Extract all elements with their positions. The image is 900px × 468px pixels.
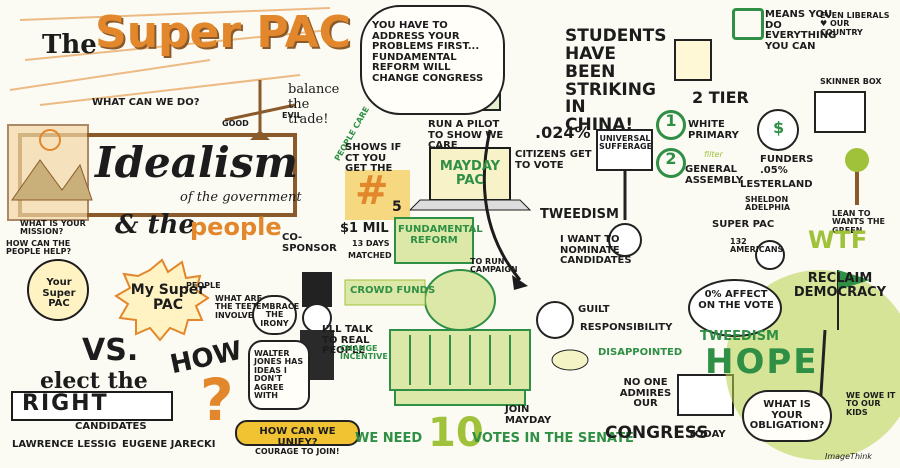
super-pac-label: Super PAC	[712, 219, 775, 230]
zero-percent-affect: 0% affect on the vote	[698, 289, 774, 311]
crowd-funds: Crowd Funds	[350, 285, 436, 296]
guilt-label: Guilt	[578, 304, 610, 315]
co-sponsor: Co-Sponsor	[282, 232, 337, 254]
right-banner: Right	[22, 391, 109, 416]
students-striking: Students have been striking in China!	[565, 26, 667, 136]
elect-the: elect the	[40, 368, 148, 394]
what-is-your-obligation: What is your obligation?	[742, 390, 832, 442]
hope-heading: Hope	[705, 342, 819, 382]
lean-to-wants: Lean to wants the green	[832, 209, 885, 235]
means-you-do-everything: Means you do everything you can	[765, 9, 837, 52]
run-a-pilot: Run a pilot to show we care	[428, 119, 504, 151]
congress-label: Congress	[605, 423, 709, 443]
title-super-pac: Super PAC	[95, 7, 351, 58]
disappointed-label: Disappointed	[598, 347, 683, 358]
number-one-circle: 1	[656, 110, 686, 140]
132-americans: 132 Americans	[730, 237, 784, 255]
i-want-to-nominate: I want to nominate candidates	[560, 234, 632, 266]
address-problems-bubble: You have to address your problems first.…	[360, 5, 505, 115]
candidates-label: candidates	[75, 421, 147, 432]
how-can-people-help: How can the people help?	[6, 239, 72, 257]
embrace-irony: Embrace the Irony	[252, 295, 299, 335]
reclaim-democracy: Reclaim Democracy	[793, 271, 887, 300]
vs-label: VS.	[82, 333, 139, 368]
number-ten: 10	[428, 410, 484, 456]
speaker-eugene-jarecki: Eugene Jarecki	[122, 439, 216, 450]
percent-024: .024%	[535, 123, 591, 142]
number-two-circle: 2	[656, 148, 686, 178]
funders-percent: Funders .05%	[760, 154, 814, 176]
good-label: Good	[222, 119, 249, 128]
we-need: We need	[355, 431, 423, 446]
checkbox-icon	[732, 8, 764, 40]
even-liberals: Even liberals ♥ our country	[820, 11, 890, 37]
general-assembly: General Assembly	[685, 164, 744, 186]
matched-label: Matched	[348, 251, 392, 260]
no-one-admires: No one admires our	[619, 377, 672, 409]
dollar-sign: $	[773, 118, 785, 137]
two-tier: 2 Tier	[692, 88, 749, 107]
ill-talk-to-real-people: I'll talk to real people	[322, 324, 373, 356]
responsibility-label: Responsibility	[580, 322, 673, 333]
idealism-heading: Idealism	[95, 138, 298, 187]
my-super-pac: My Super PAC	[130, 282, 206, 313]
tweedism-2: Tweedism	[700, 329, 779, 344]
number-five: 5	[392, 199, 402, 215]
white-primary: White Primary	[688, 119, 739, 141]
what-is-your-mission: What is your mission?	[20, 219, 86, 237]
people-heading: people	[190, 213, 282, 241]
citizens-get-to-vote: citizens get to vote	[515, 149, 592, 171]
evil-label: Evil	[282, 111, 302, 120]
big-question-mark: ?	[200, 366, 234, 434]
artist-signature: ImageThink	[825, 452, 872, 461]
walter-jones-quote: Walter Jones has ideas I don't agree wit…	[248, 340, 310, 410]
and-the-label: & the	[115, 210, 195, 240]
fundamental-reform: Fundamental Reform	[398, 224, 483, 246]
your-super-pac: Your Super PAC	[42, 277, 76, 309]
votes-in-senate: votes in the senate	[472, 431, 634, 446]
what-are-teeth: What are the teeth involved?	[215, 294, 265, 320]
balance-trade: balance the trade!	[288, 82, 340, 127]
filter-label: filter	[704, 150, 723, 159]
courage-to-join: Courage to join!	[255, 447, 340, 456]
what-can-we-do: What can we do?	[92, 97, 200, 108]
thirteen-days: 13 days	[352, 239, 390, 248]
speaker-lawrence-lessig: Lawrence Lessig	[12, 439, 117, 450]
wtf-label: WTF	[808, 226, 868, 254]
skinner-box: Skinner Box	[820, 77, 882, 86]
people-tag: People	[186, 281, 221, 290]
how-can-we-unify: How can we unify?	[235, 420, 360, 447]
change-incentive: Change incentive	[340, 344, 388, 362]
universal-sufferage-sign: Universal Sufferage	[599, 134, 653, 152]
hashtag-symbol: #	[355, 168, 389, 214]
title-the: The	[42, 30, 97, 60]
join-mayday: Join Mayday	[505, 404, 552, 426]
sheldon-adelphia: Sheldon Adelphia	[745, 195, 791, 213]
tweedism-label: Tweedism	[540, 207, 619, 222]
one-million: $1 Mil	[340, 221, 389, 236]
lesterland: Lesterland	[740, 179, 813, 190]
of-the-government: of the government	[180, 190, 302, 205]
today-label: today	[688, 429, 726, 440]
we-owe-it-to-our-kids: We owe it to our kids	[846, 391, 896, 417]
mayday-pac-screen: Mayday PAC	[439, 159, 501, 188]
to-run-campaign: To run campaign	[470, 257, 518, 275]
shows-if-ct: Shows if CT you get the	[345, 142, 402, 174]
